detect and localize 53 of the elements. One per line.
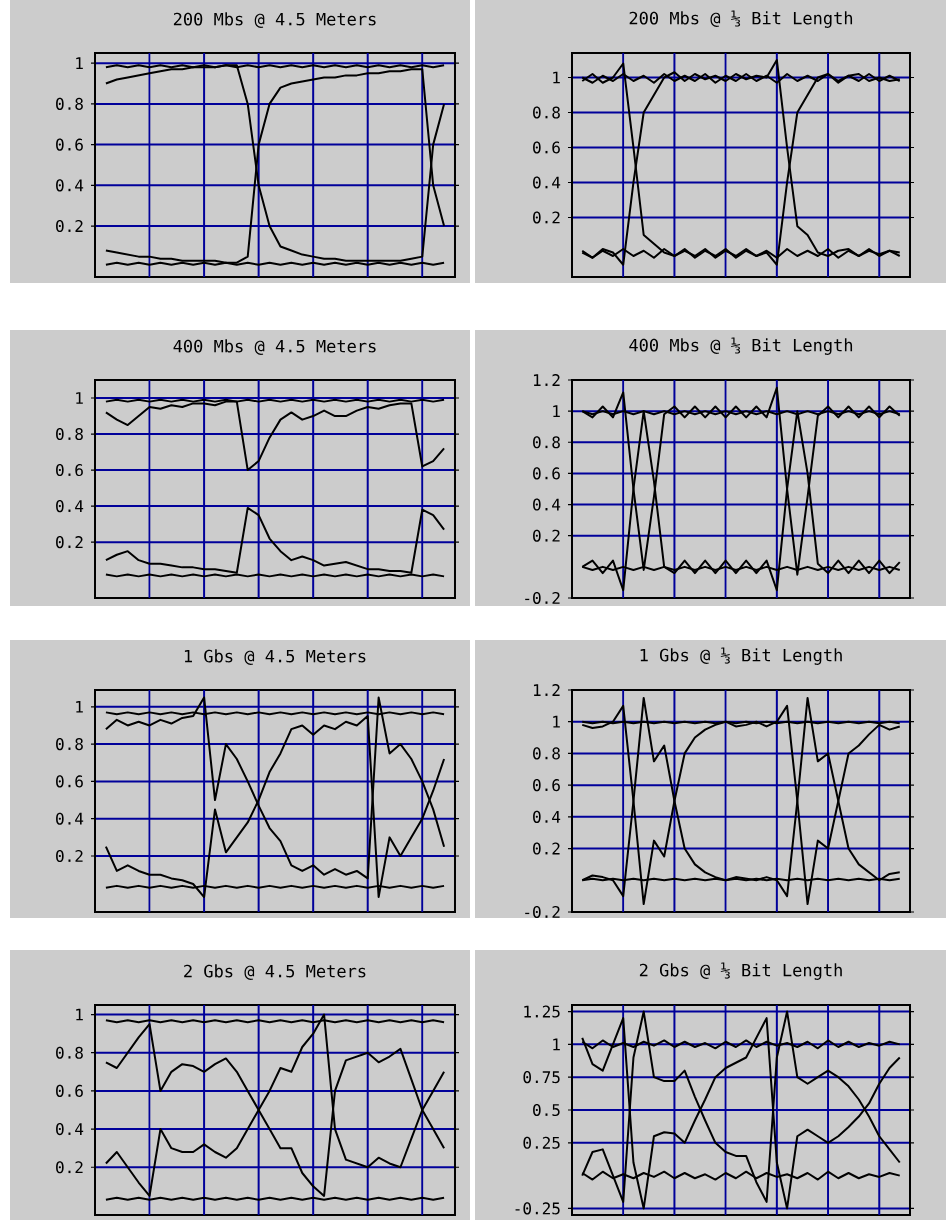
chart-title: 2 Gbs @ ⅓ Bit Length [639,962,842,980]
y-tick-label: 0.2 [56,849,83,863]
y-tick-label: 1 [553,715,560,728]
y-tick-label: 0.4 [56,500,84,513]
y-tick-label: 1 [553,405,560,417]
y-tick-label: 0.2 [533,842,560,855]
y-tick-label: 0.6 [533,779,560,792]
y-tick-label: -0.2 [525,905,560,919]
y-tick-label: 0.8 [56,1046,83,1059]
chart-title: 1 Gbs @ ⅓ Bit Length [640,647,842,665]
y-tick-label: 0.4 [533,498,561,511]
y-tick-label: 1.2 [533,684,560,696]
y-tick-label: 0.2 [533,211,560,224]
y-tick-label: 0.8 [56,738,83,751]
y-tick-label: 0.2 [56,536,83,549]
chart-title: 200 Mbs @ ⅓ Bit Length [629,10,853,28]
y-tick-label: 0.6 [533,141,560,154]
y-tick-label: 0.6 [56,464,83,477]
y-tick-label: 1 [76,1008,83,1021]
y-tick-label: 0.6 [56,775,83,788]
y-tick-label: -0.2 [525,591,560,605]
chart-title: 2 Gbs @ 4.5 Meters [184,964,366,980]
chart-title: 400 Mbs @ 4.5 Meters [173,339,376,355]
y-tick-label: 1.2 [533,374,560,386]
y-tick-label: 0.4 [533,176,561,189]
y-tick-label: 1 [553,1038,560,1051]
y-tick-label: 0.6 [56,1084,83,1097]
y-tick-label: 0.2 [56,1161,83,1174]
chart-title: 200 Mbs @ 4.5 Meters [173,12,376,28]
y-tick-label: 0.6 [56,138,83,151]
y-tick-label: 1 [76,57,83,69]
y-tick-label: 0.8 [533,747,560,760]
y-tick-label: 0.8 [56,427,83,441]
y-tick-label: 0.8 [533,106,560,119]
y-tick-label: -0.25 [515,1202,560,1215]
y-tick-label: 1 [553,71,560,84]
y-tick-label: 0.4 [56,812,84,825]
y-tick-label: 0.6 [533,467,560,480]
y-tick-label: 1 [76,392,83,404]
y-tick-label: 0.2 [56,220,83,233]
chart-title: 400 Mbs @ ⅓ Bit Length [629,337,853,355]
y-tick-label: 0.8 [56,97,83,110]
chart-title: 1 Gbs @ 4.5 Meters [184,649,366,665]
y-tick-label: 1.25 [524,1005,560,1018]
y-tick-label: 0.8 [533,436,560,449]
y-tick-label: 0.5 [533,1103,560,1117]
y-tick-label: 0.2 [533,529,560,542]
y-tick-label: 0.4 [533,810,561,823]
y-tick-label: 0.4 [56,179,84,192]
y-tick-label: 0.75 [523,1071,560,1084]
y-tick-label: 0.4 [56,1123,84,1136]
y-tick-label: 1 [76,700,83,713]
y-tick-label: 0.25 [523,1136,560,1149]
